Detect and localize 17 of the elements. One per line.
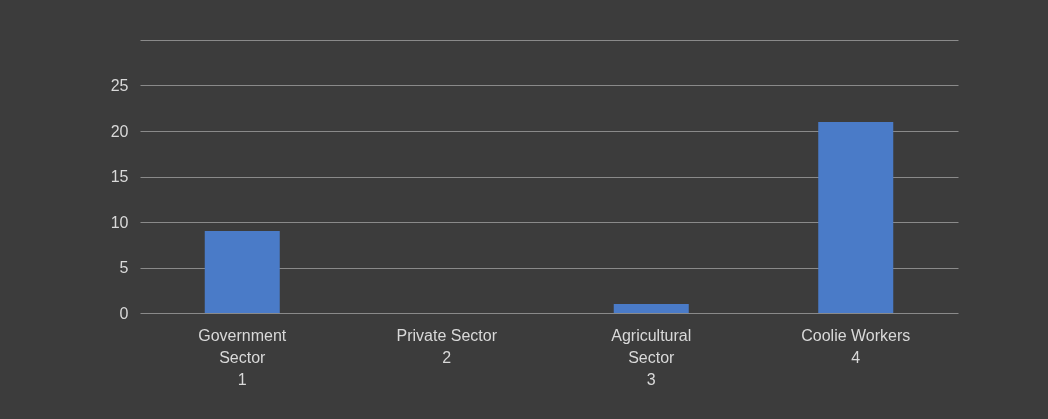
- text: 4: [851, 348, 861, 366]
- y-tick-label: 5: [119, 259, 129, 276]
- bar: [818, 121, 894, 313]
- y-tick-label: 0: [119, 304, 129, 322]
- text: 3: [646, 370, 656, 388]
- y-tick-label: 15: [110, 168, 129, 185]
- text: 1: [237, 370, 247, 388]
- x-tick-label: Government Sector: [198, 326, 287, 366]
- y-tick-label: 10: [110, 213, 129, 231]
- x-tick-label: Private Sector: [396, 326, 498, 344]
- x-tick-label: Coolie Workers: [801, 326, 911, 344]
- bar: [613, 303, 689, 313]
- x-tick-label: Agricultural Sector: [611, 326, 692, 366]
- text: 2: [442, 348, 452, 366]
- bar: [204, 231, 280, 313]
- y-tick-label: 25: [110, 77, 129, 94]
- y-tick-label: 20: [110, 122, 129, 140]
